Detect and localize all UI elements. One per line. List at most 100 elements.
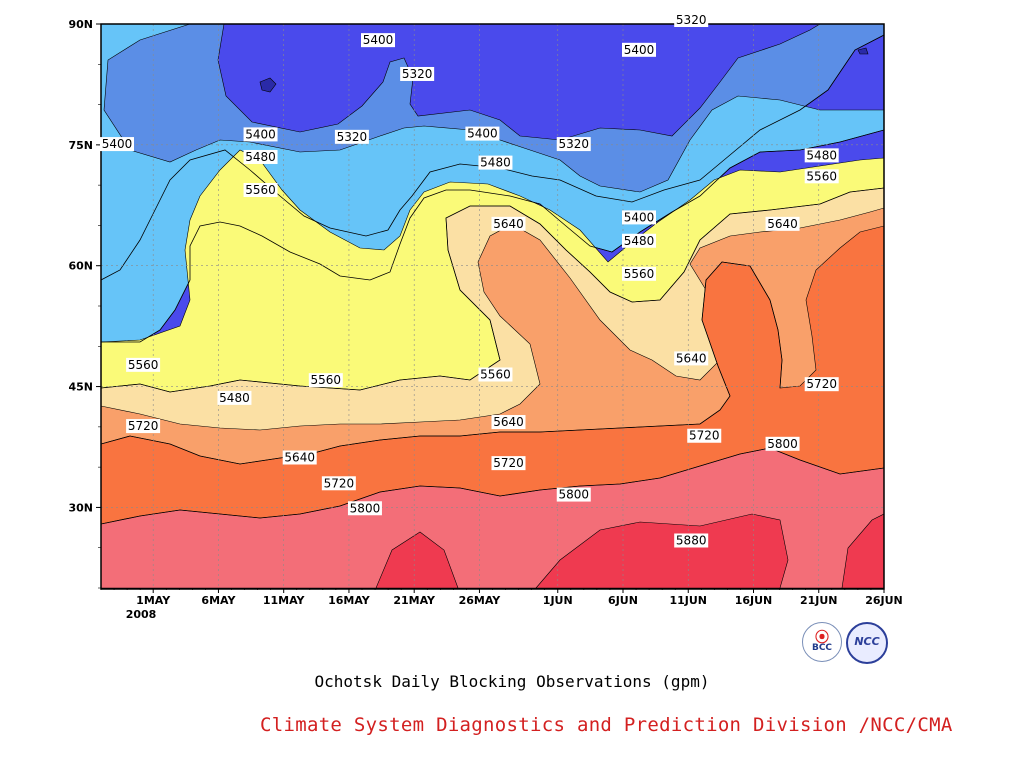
contour-label: 5800 [556,487,591,502]
contour-label-bg [243,183,278,198]
x-tick-label: 11JUN [669,594,707,607]
x-tick-label: 21MAY [393,594,436,607]
ncc-logo: NCC [846,622,888,664]
contour-label-bg [622,42,656,57]
chart-caption: Ochotsk Daily Blocking Observations (gpm… [314,672,710,691]
x-tick-label: 6MAY [201,594,236,607]
contour-label-bg [491,456,526,471]
contour-label-bg [361,33,395,48]
ncc-logo-text: NCC [854,635,880,648]
contour-label-text: 5480 [806,148,837,162]
contour-label-text: 5400 [624,210,655,224]
y-axis-ticks: 90N 75N 60N 45N 30N [68,18,101,589]
contour-label-text: 5480 [219,391,250,405]
contour-label-bg [321,476,356,491]
contour-label-bg [478,367,513,382]
x-tick-label: 16JUN [735,594,773,607]
contour-label-text: 5560 [128,358,159,372]
contour-label-text: 5640 [284,451,315,465]
contour-label: 5400 [622,42,656,57]
contour-label: 5640 [765,216,800,231]
contour-label-text: 5560 [806,169,837,183]
contour-label-bg [804,377,839,392]
contour-label: 5880 [674,533,709,548]
x-tick-label: 26JUN [865,594,903,607]
region-5960 [375,513,884,589]
contour-label-bg [622,266,656,281]
contour-label-bg [243,127,278,142]
contour-label-text: 5640 [493,217,524,231]
contour-label: 5720 [321,476,356,491]
contour-label-text: 5720 [689,429,720,443]
contour-label-text: 5800 [350,501,381,515]
credit-line: Climate System Diagnostics and Predictio… [260,714,953,736]
contour-label-text: 5400 [102,137,133,151]
contour-label-bg [687,428,722,443]
contour-label: 5560 [622,266,656,281]
contour-label-bg [674,533,709,548]
contour-label-text: 5560 [480,368,511,382]
contour-label: 5320 [556,137,591,152]
contour-label-text: 5400 [624,43,655,57]
contour-label-bg [491,216,526,231]
contour-label-bg [126,357,161,372]
contour-label-text: 5720 [128,419,159,433]
contour-label: 5640 [282,450,317,465]
x-axis-ticks: 1MAY 6MAY 11MAY 16MAY 21MAY 26MAY 1JUN 6JUN 11JU… [100,588,903,607]
contour-label-text: 5320 [337,130,368,144]
contour-label-bg [622,210,656,225]
contour-label-bg [556,137,591,152]
contour-label: 5560 [804,169,839,184]
contour-label: 5560 [478,367,513,382]
contour-label: 5480 [217,390,252,405]
contour-label: 5640 [491,415,526,430]
contour-label-bg [334,129,369,144]
contour-label: 5400 [243,127,278,142]
contour-label-bg [674,351,709,366]
contour-label-bg [126,419,161,434]
contour-label: 5320 [334,129,369,144]
contour-label-bg [804,169,839,184]
contour-label: 5720 [804,377,839,392]
contour-label-bg [674,13,709,27]
contour-label-bg [556,487,591,502]
contour-label-text: 5560 [245,183,276,197]
y-tick-label: 45N [68,381,93,394]
x-tick-label: 1JUN [543,594,573,607]
contour-label: 5480 [622,233,656,248]
contour-label: 5800 [765,436,800,451]
contour-label-bg [491,415,526,430]
contour-label-bg [765,436,800,451]
y-tick-label: 90N [68,18,93,31]
contour-label: 5320 [400,66,435,81]
contour-label: 5400 [622,210,656,225]
contour-label-text: 5800 [767,437,798,451]
contour-label-text: 5560 [311,373,342,387]
contour-label: 5800 [347,501,382,516]
y-tick-label: 30N [68,501,93,514]
contour-lines [101,34,884,525]
contour-label-text: 5400 [245,127,276,141]
x-tick-label: 6JUN [608,594,638,607]
contour-label: 5480 [243,149,278,164]
contour-label: 5480 [804,148,839,163]
contour-fill-layers [101,24,884,589]
contour-label-text: 5400 [467,127,498,141]
contour-label-text: 5640 [767,217,798,231]
contour-label-text: 5320 [558,137,589,151]
bcc-logo-text: BCC [811,643,833,653]
contour-label-bg [400,66,435,81]
y-tick-label: 75N [68,139,93,152]
contour-label-text: 5480 [624,234,655,248]
contour-label-bg [347,501,382,516]
contour-label: 5560 [308,373,343,388]
x-axis-year-label: 2008 [126,608,157,621]
contour-label-bg [622,233,656,248]
region-5240 [259,47,869,93]
contour-label-text: 5720 [806,377,837,391]
contour-label: 5320 [674,13,709,27]
contour-label-bg [478,155,513,170]
contour-label-bg [100,137,134,152]
contour-label-text: 5320 [676,13,707,27]
